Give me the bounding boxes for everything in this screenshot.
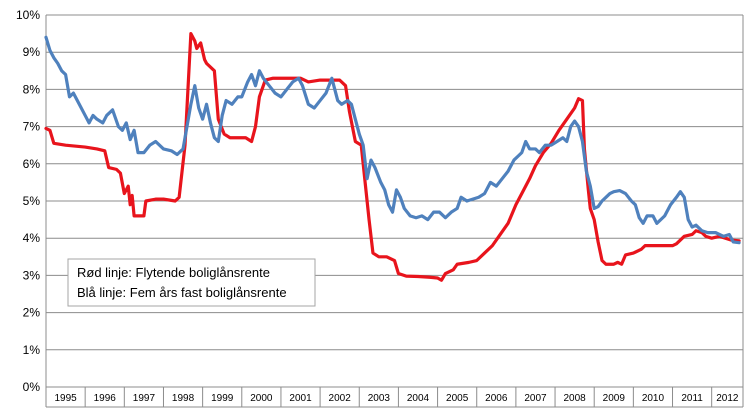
y-tick-label: 6%: [23, 157, 41, 171]
x-category-label: 1999: [211, 393, 234, 404]
y-tick-label: 4%: [23, 231, 41, 245]
x-category-label: 1996: [94, 393, 117, 404]
series-line-red: [44, 32, 741, 282]
x-category-label: 2012: [716, 393, 739, 404]
x-category-label: 2010: [642, 393, 665, 404]
y-tick-label: 7%: [23, 120, 41, 134]
series-line-blue: [44, 35, 741, 245]
legend-box: [67, 258, 316, 307]
legend-entry-blue: Blå linje: Fem års fast boliglånsrente: [77, 285, 287, 300]
legend-entry-red: Rød linje: Flytende boliglånsrente: [77, 265, 270, 280]
x-category-label: 2005: [446, 393, 469, 404]
y-tick-label: 9%: [23, 45, 41, 59]
x-category-label: 2009: [603, 393, 626, 404]
y-tick-label: 5%: [23, 194, 41, 208]
x-category-label: 2011: [681, 393, 703, 404]
y-tick-label: 2%: [23, 306, 41, 320]
y-tick-label: 0%: [23, 380, 41, 394]
x-category-label: 1998: [172, 393, 195, 404]
x-category-label: 2006: [485, 393, 508, 404]
x-category-label: 2004: [407, 393, 430, 404]
x-category-label: 2003: [368, 393, 391, 404]
x-category-label: 2007: [524, 393, 547, 404]
y-tick-label: 10%: [16, 8, 40, 22]
series-lines: [44, 32, 741, 282]
x-category-label: 1995: [54, 393, 77, 404]
x-category-label: 2008: [563, 393, 586, 404]
y-tick-label: 1%: [23, 343, 41, 357]
y-tick-label: 3%: [23, 268, 41, 282]
x-category-label: 2001: [289, 393, 312, 404]
y-tick-label: 8%: [23, 82, 41, 96]
x-category-label: 2000: [250, 393, 273, 404]
x-category-label: 1997: [133, 393, 156, 404]
legend: Rød linje: Flytende boliglånsrente Blå l…: [67, 258, 316, 307]
y-axis-tick-labels: 0% 1% 2% 3% 4% 5% 6% 7% 8% 9% 10%: [16, 8, 40, 394]
x-axis-category-table: 1995 1996 1997 1998 1999 2000 2001 2002 2003 2004…: [45, 15, 744, 408]
x-category-label: 2002: [329, 393, 352, 404]
